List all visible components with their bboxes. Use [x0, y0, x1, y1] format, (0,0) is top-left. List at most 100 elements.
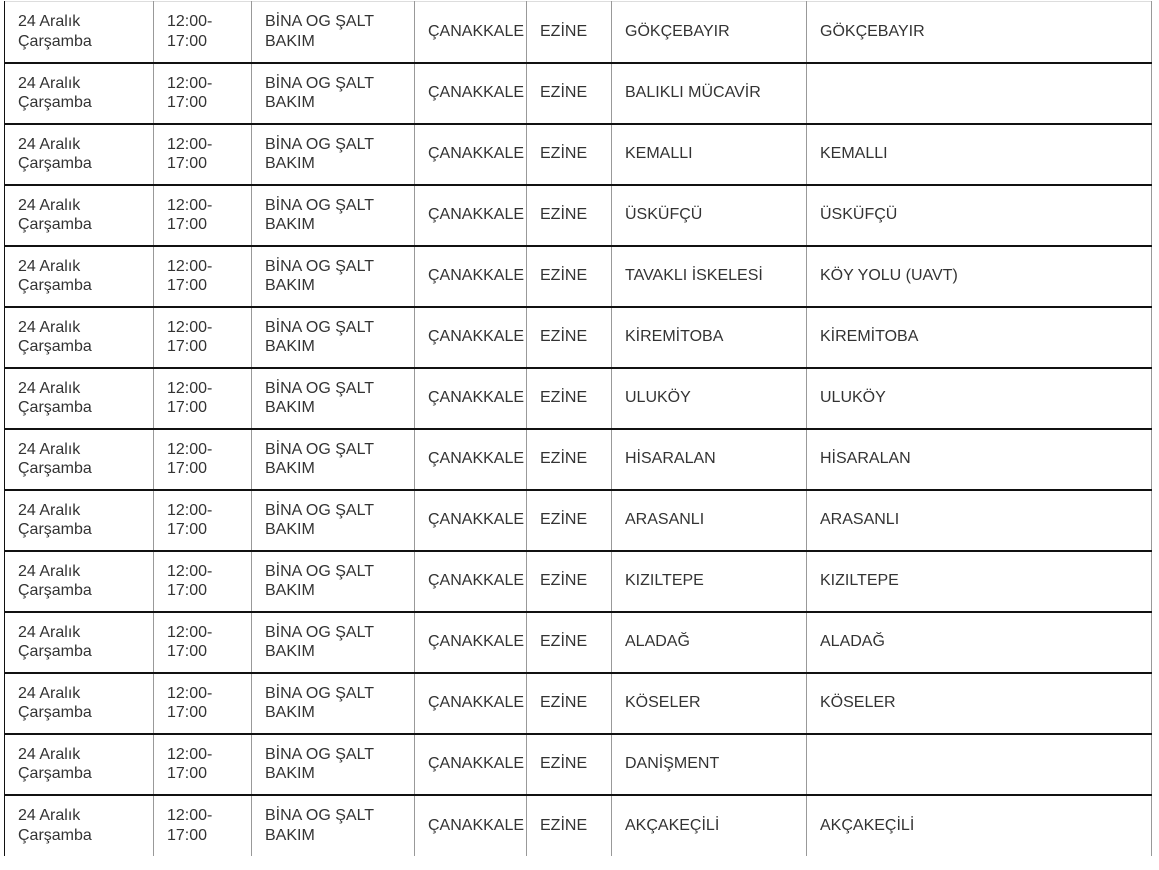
time-cell: 12:00-17:00 — [153, 611, 252, 674]
time-cell: 12:00-17:00 — [153, 245, 252, 308]
province-cell: ÇANAKKALE — [414, 184, 527, 247]
time-cell: 12:00-17:00 — [153, 123, 252, 186]
neighborhood-cell: TAVAKLI İSKELESİ — [611, 245, 807, 308]
district-cell: EZİNE — [526, 367, 612, 430]
table-row: 24 Aralık Çarşamba 12:00-17:00 BİNA OG ŞAL… — [4, 428, 1152, 491]
reason-cell: BİNA OG ŞALT BAKIM — [251, 306, 415, 369]
table-row: 24 Aralık Çarşamba 12:00-17:00 BİNA OG ŞAL… — [4, 123, 1152, 186]
district-cell: EZİNE — [526, 245, 612, 308]
date-cell: 24 Aralık Çarşamba — [4, 428, 154, 491]
table-row: 24 Aralık Çarşamba 12:00-17:00 BİNA OG ŞAL… — [4, 245, 1152, 308]
reason-cell: BİNA OG ŞALT BAKIM — [251, 489, 415, 552]
neighborhood-cell: BALIKLI MÜCAVİR — [611, 62, 807, 125]
street-cell: HİSARALAN — [806, 428, 1152, 491]
date-cell: 24 Aralık Çarşamba — [4, 1, 154, 64]
street-cell — [806, 62, 1152, 125]
district-cell: EZİNE — [526, 184, 612, 247]
table-row: 24 Aralık Çarşamba 12:00-17:00 BİNA OG ŞAL… — [4, 611, 1152, 674]
street-cell: ARASANLI — [806, 489, 1152, 552]
date-cell: 24 Aralık Çarşamba — [4, 367, 154, 430]
date-cell: 24 Aralık Çarşamba — [4, 184, 154, 247]
district-cell: EZİNE — [526, 1, 612, 64]
street-cell: AKÇAKEÇİLİ — [806, 794, 1152, 856]
neighborhood-cell: ULUKÖY — [611, 367, 807, 430]
neighborhood-cell: ÜSKÜFÇÜ — [611, 184, 807, 247]
neighborhood-cell: KÖSELER — [611, 672, 807, 735]
reason-cell: BİNA OG ŞALT BAKIM — [251, 245, 415, 308]
table-row: 24 Aralık Çarşamba 12:00-17:00 BİNA OG ŞAL… — [4, 184, 1152, 247]
time-cell: 12:00-17:00 — [153, 794, 252, 856]
province-cell: ÇANAKKALE — [414, 123, 527, 186]
time-cell: 12:00-17:00 — [153, 1, 252, 64]
table-row: 24 Aralık Çarşamba 12:00-17:00 BİNA OG ŞAL… — [4, 1, 1152, 64]
province-cell: ÇANAKKALE — [414, 245, 527, 308]
province-cell: ÇANAKKALE — [414, 550, 527, 613]
date-cell: 24 Aralık Çarşamba — [4, 794, 154, 856]
time-cell: 12:00-17:00 — [153, 306, 252, 369]
street-cell: KIZILTEPE — [806, 550, 1152, 613]
table-row: 24 Aralık Çarşamba 12:00-17:00 BİNA OG ŞAL… — [4, 489, 1152, 552]
street-cell: KEMALLI — [806, 123, 1152, 186]
reason-cell: BİNA OG ŞALT BAKIM — [251, 550, 415, 613]
time-cell: 12:00-17:00 — [153, 489, 252, 552]
district-cell: EZİNE — [526, 550, 612, 613]
street-cell: KÖY YOLU (UAVT) — [806, 245, 1152, 308]
province-cell: ÇANAKKALE — [414, 733, 527, 796]
table-row: 24 Aralık Çarşamba 12:00-17:00 BİNA OG ŞAL… — [4, 672, 1152, 735]
time-cell: 12:00-17:00 — [153, 62, 252, 125]
date-cell: 24 Aralık Çarşamba — [4, 611, 154, 674]
reason-cell: BİNA OG ŞALT BAKIM — [251, 367, 415, 430]
district-cell: EZİNE — [526, 489, 612, 552]
table-row: 24 Aralık Çarşamba 12:00-17:00 BİNA OG ŞAL… — [4, 367, 1152, 430]
reason-cell: BİNA OG ŞALT BAKIM — [251, 733, 415, 796]
neighborhood-cell: KIZILTEPE — [611, 550, 807, 613]
table-row: 24 Aralık Çarşamba 12:00-17:00 BİNA OG ŞAL… — [4, 733, 1152, 796]
reason-cell: BİNA OG ŞALT BAKIM — [251, 1, 415, 64]
reason-cell: BİNA OG ŞALT BAKIM — [251, 794, 415, 856]
reason-cell: BİNA OG ŞALT BAKIM — [251, 672, 415, 735]
time-cell: 12:00-17:00 — [153, 672, 252, 735]
time-cell: 12:00-17:00 — [153, 428, 252, 491]
province-cell: ÇANAKKALE — [414, 306, 527, 369]
district-cell: EZİNE — [526, 62, 612, 125]
province-cell: ÇANAKKALE — [414, 672, 527, 735]
time-cell: 12:00-17:00 — [153, 733, 252, 796]
street-cell: ALADAĞ — [806, 611, 1152, 674]
time-cell: 12:00-17:00 — [153, 367, 252, 430]
time-cell: 12:00-17:00 — [153, 550, 252, 613]
province-cell: ÇANAKKALE — [414, 62, 527, 125]
province-cell: ÇANAKKALE — [414, 428, 527, 491]
neighborhood-cell: AKÇAKEÇİLİ — [611, 794, 807, 856]
district-cell: EZİNE — [526, 306, 612, 369]
neighborhood-cell: ALADAĞ — [611, 611, 807, 674]
street-cell — [806, 733, 1152, 796]
district-cell: EZİNE — [526, 123, 612, 186]
reason-cell: BİNA OG ŞALT BAKIM — [251, 428, 415, 491]
date-cell: 24 Aralık Çarşamba — [4, 733, 154, 796]
street-cell: ULUKÖY — [806, 367, 1152, 430]
neighborhood-cell: KEMALLI — [611, 123, 807, 186]
neighborhood-cell: ARASANLI — [611, 489, 807, 552]
date-cell: 24 Aralık Çarşamba — [4, 245, 154, 308]
province-cell: ÇANAKKALE — [414, 794, 527, 856]
district-cell: EZİNE — [526, 611, 612, 674]
table-row: 24 Aralık Çarşamba 12:00-17:00 BİNA OG ŞAL… — [4, 794, 1152, 856]
table-row: 24 Aralık Çarşamba 12:00-17:00 BİNA OG ŞAL… — [4, 62, 1152, 125]
neighborhood-cell: KİREMİTOBA — [611, 306, 807, 369]
date-cell: 24 Aralık Çarşamba — [4, 62, 154, 125]
date-cell: 24 Aralık Çarşamba — [4, 489, 154, 552]
table-row: 24 Aralık Çarşamba 12:00-17:00 BİNA OG ŞAL… — [4, 306, 1152, 369]
street-cell: KİREMİTOBA — [806, 306, 1152, 369]
time-cell: 12:00-17:00 — [153, 184, 252, 247]
province-cell: ÇANAKKALE — [414, 367, 527, 430]
date-cell: 24 Aralık Çarşamba — [4, 306, 154, 369]
reason-cell: BİNA OG ŞALT BAKIM — [251, 123, 415, 186]
reason-cell: BİNA OG ŞALT BAKIM — [251, 184, 415, 247]
district-cell: EZİNE — [526, 428, 612, 491]
district-cell: EZİNE — [526, 733, 612, 796]
province-cell: ÇANAKKALE — [414, 1, 527, 64]
province-cell: ÇANAKKALE — [414, 611, 527, 674]
province-cell: ÇANAKKALE — [414, 489, 527, 552]
district-cell: EZİNE — [526, 794, 612, 856]
date-cell: 24 Aralık Çarşamba — [4, 550, 154, 613]
